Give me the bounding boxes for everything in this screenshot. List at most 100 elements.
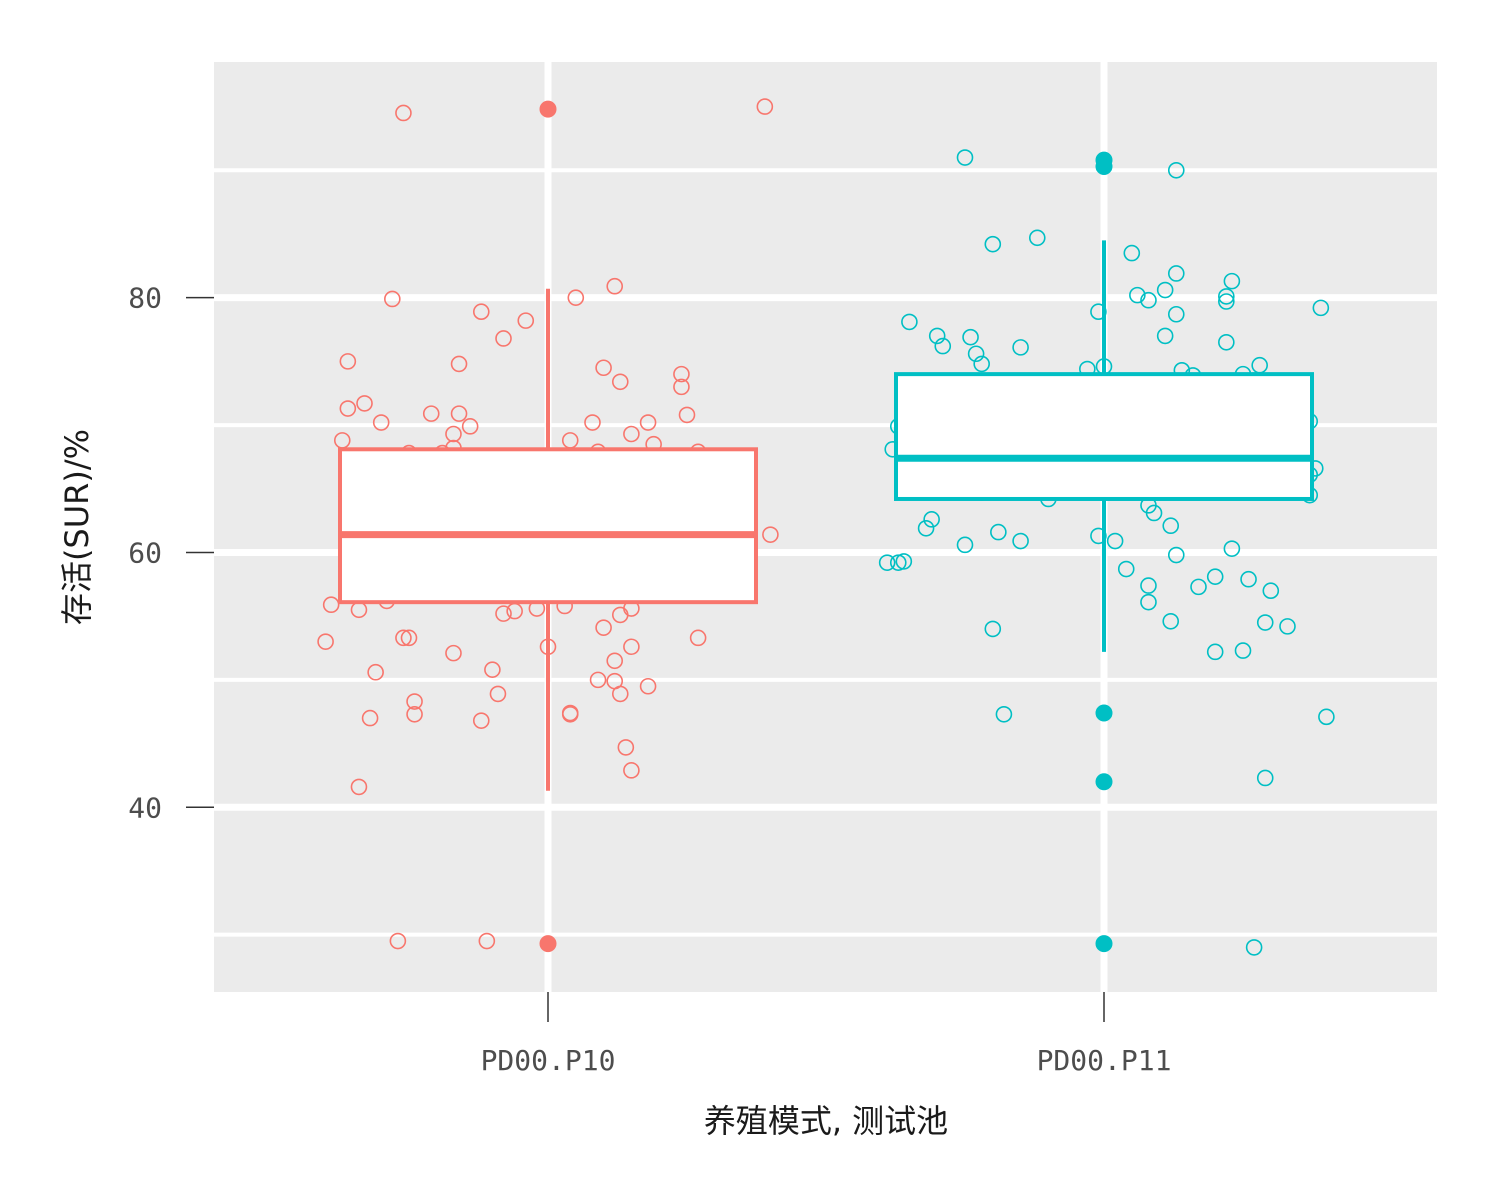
data-point [406,693,423,710]
box-layer [338,100,1314,953]
data-point [611,373,629,391]
data-point [339,400,357,417]
data-point [1028,229,1046,247]
data-point [1318,708,1335,726]
data-point [489,685,507,703]
data-point [472,712,490,729]
data-point [350,778,368,796]
data-point [372,414,390,431]
data-point [956,149,974,166]
y-tick-label: 40 [128,791,162,824]
data-point [495,605,512,622]
data-point [1117,560,1135,578]
data-point [689,629,707,647]
data-point [339,353,357,370]
data-point [400,629,418,647]
data-point [589,671,607,689]
data-point [623,762,640,779]
data-point [956,536,974,554]
data-point [1256,769,1274,787]
data-point [1223,272,1241,290]
data-point [917,519,935,537]
data-point [1167,161,1185,179]
data-point [762,526,779,543]
data-point [673,378,690,396]
data-point [1129,286,1146,304]
data-point [878,554,896,571]
data-point [901,313,918,331]
data-point [928,327,946,345]
x-tick-label: PD00.P11 [1037,1044,1172,1077]
data-point [1167,265,1185,282]
y-tick-label: 60 [128,536,162,569]
data-point [1123,244,1141,262]
data-point [1012,339,1029,356]
data-point [984,235,1002,253]
data-point [889,554,907,571]
data-point [1162,612,1180,630]
data-point [1218,333,1235,351]
data-point [317,633,334,650]
data-point [595,359,612,377]
outlier-point [539,100,557,118]
data-point [395,104,412,122]
data-point [1279,618,1296,635]
data-point [895,553,913,570]
data-point [1218,293,1235,310]
data-point [962,328,979,346]
data-point [934,337,952,355]
data-point [1162,517,1180,535]
axes: 40 60 80 PD00.P10 PD00.P11 [128,282,1171,1077]
data-point [1234,642,1252,659]
data-point [595,619,612,636]
data-point [495,330,512,347]
data-point [1167,546,1185,564]
y-tick-label: 80 [128,282,162,315]
data-point [1256,614,1274,631]
outlier-point [539,935,557,953]
data-point [484,661,501,678]
outlier-point [1095,157,1113,175]
data-point [1167,305,1185,323]
data-point [1206,643,1224,661]
data-point [567,289,585,306]
data-point [472,303,490,320]
data-point [584,414,601,431]
data-point [478,932,496,950]
data-point [356,395,373,412]
data-point [1106,532,1124,550]
data-point [361,709,379,727]
outlier-point [1095,935,1113,953]
data-point [1156,281,1174,299]
x-tick-label: PD00.P10 [481,1044,616,1077]
x-axis-title: 养殖模式, 测试池 [704,1102,948,1140]
data-point [384,290,401,308]
data-point [1190,578,1207,596]
data-point [1140,577,1157,594]
iqr-box [894,372,1314,501]
data-point [995,705,1013,723]
data-point [322,596,340,614]
data-point [367,663,384,681]
data-point [756,98,774,115]
data-point [1206,568,1224,585]
data-point [445,425,462,443]
data-point [673,365,690,383]
data-point [461,418,479,435]
data-point [984,620,1002,638]
data-point [450,355,468,373]
data-point [623,638,640,656]
data-point [1262,582,1280,599]
data-point [1145,504,1163,522]
data-point [422,405,440,422]
data-point [1140,291,1157,309]
data-point [389,932,407,950]
data-point [1312,299,1330,317]
data-point [623,425,640,443]
data-point [611,685,629,703]
data-point [1012,532,1029,550]
data-point [678,406,696,424]
data-point [561,705,579,723]
data-point [617,739,635,756]
